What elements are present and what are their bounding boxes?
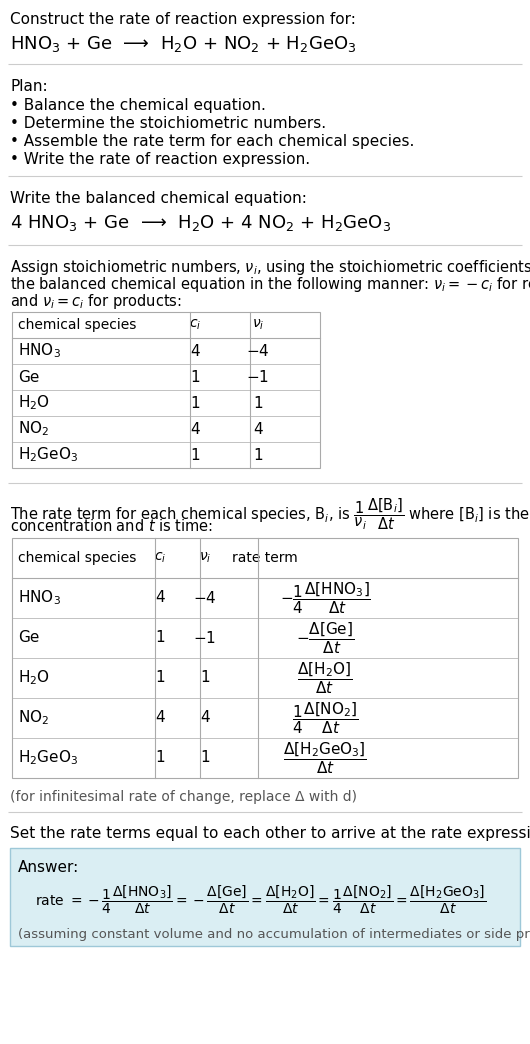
Text: 1: 1 — [155, 631, 165, 645]
Text: $\mathrm{NO_2}$: $\mathrm{NO_2}$ — [18, 709, 49, 728]
Text: Write the balanced chemical equation:: Write the balanced chemical equation: — [10, 191, 307, 206]
Text: 1: 1 — [155, 751, 165, 765]
Text: 1: 1 — [253, 396, 263, 410]
Text: rate $= -\dfrac{1}{4}\dfrac{\Delta[\mathrm{HNO_3}]}{\Delta t}= -\dfrac{\Delta[\m: rate $= -\dfrac{1}{4}\dfrac{\Delta[\math… — [35, 884, 487, 917]
Text: $\dfrac{1}{4}\dfrac{\Delta[\mathrm{NO_2}]}{\Delta t}$: $\dfrac{1}{4}\dfrac{\Delta[\mathrm{NO_2}… — [292, 701, 358, 736]
Text: 4: 4 — [190, 422, 200, 436]
Bar — [12, 312, 320, 468]
Text: $-4$: $-4$ — [246, 343, 270, 359]
Text: $\mathrm{NO_2}$: $\mathrm{NO_2}$ — [18, 420, 49, 438]
Text: and $\nu_i = c_i$ for products:: and $\nu_i = c_i$ for products: — [10, 292, 182, 311]
Text: chemical species: chemical species — [18, 318, 136, 332]
Text: $\dfrac{\Delta[\mathrm{H_2O}]}{\Delta t}$: $\dfrac{\Delta[\mathrm{H_2O}]}{\Delta t}… — [297, 660, 352, 696]
Text: • Balance the chemical equation.: • Balance the chemical equation. — [10, 98, 266, 113]
Text: $\mathrm{HNO_3}$ + Ge  ⟶  $\mathrm{H_2O}$ + $\mathrm{NO_2}$ + $\mathrm{H_2GeO_3}: $\mathrm{HNO_3}$ + Ge ⟶ $\mathrm{H_2O}$ … — [10, 34, 356, 54]
Text: 1: 1 — [253, 448, 263, 462]
Text: • Assemble the rate term for each chemical species.: • Assemble the rate term for each chemic… — [10, 134, 414, 149]
Text: 1: 1 — [190, 448, 200, 462]
Text: 4: 4 — [155, 711, 165, 726]
Text: 1: 1 — [155, 670, 165, 686]
Text: $4\ \mathrm{HNO_3}$ + Ge  ⟶  $\mathrm{H_2O}$ + $4\ \mathrm{NO_2}$ + $\mathrm{H_2: $4\ \mathrm{HNO_3}$ + Ge ⟶ $\mathrm{H_2O… — [10, 213, 391, 233]
Text: $\mathrm{HNO_3}$: $\mathrm{HNO_3}$ — [18, 341, 61, 360]
Text: Assign stoichiometric numbers, $\nu_i$, using the stoichiometric coefficients, $: Assign stoichiometric numbers, $\nu_i$, … — [10, 258, 530, 277]
Text: chemical species: chemical species — [18, 551, 136, 565]
Text: 4: 4 — [155, 591, 165, 606]
Text: Set the rate terms equal to each other to arrive at the rate expression:: Set the rate terms equal to each other t… — [10, 826, 530, 841]
Text: $\mathrm{H_2GeO_3}$: $\mathrm{H_2GeO_3}$ — [18, 446, 78, 465]
Text: $c_i$: $c_i$ — [154, 551, 166, 565]
Text: 1: 1 — [190, 396, 200, 410]
Text: $\mathrm{HNO_3}$: $\mathrm{HNO_3}$ — [18, 589, 61, 608]
Text: Construct the rate of reaction expression for:: Construct the rate of reaction expressio… — [10, 11, 356, 27]
Text: • Write the rate of reaction expression.: • Write the rate of reaction expression. — [10, 152, 310, 167]
Text: 1: 1 — [200, 751, 210, 765]
Text: $-4$: $-4$ — [193, 590, 217, 606]
Text: $-1$: $-1$ — [246, 369, 270, 385]
Text: $\nu_i$: $\nu_i$ — [252, 317, 264, 332]
Text: The rate term for each chemical species, B$_i$, is $\dfrac{1}{\nu_i}\dfrac{\Delt: The rate term for each chemical species,… — [10, 496, 530, 531]
Text: Plan:: Plan: — [10, 79, 48, 94]
Text: Ge: Ge — [18, 370, 39, 384]
Text: • Determine the stoichiometric numbers.: • Determine the stoichiometric numbers. — [10, 116, 326, 130]
Text: $\mathrm{H_2O}$: $\mathrm{H_2O}$ — [18, 394, 50, 412]
Text: 4: 4 — [200, 711, 210, 726]
Text: $\dfrac{\Delta[\mathrm{H_2GeO_3}]}{\Delta t}$: $\dfrac{\Delta[\mathrm{H_2GeO_3}]}{\Delt… — [283, 740, 367, 776]
Text: $\mathrm{H_2O}$: $\mathrm{H_2O}$ — [18, 668, 50, 687]
Text: 4: 4 — [253, 422, 263, 436]
Text: (assuming constant volume and no accumulation of intermediates or side products): (assuming constant volume and no accumul… — [18, 928, 530, 941]
Text: 1: 1 — [190, 370, 200, 384]
Text: (for infinitesimal rate of change, replace Δ with d): (for infinitesimal rate of change, repla… — [10, 790, 357, 804]
Bar — [12, 538, 518, 778]
Bar — [10, 848, 520, 946]
Text: concentration and $t$ is time:: concentration and $t$ is time: — [10, 518, 213, 533]
Text: $-\dfrac{1}{4}\dfrac{\Delta[\mathrm{HNO_3}]}{\Delta t}$: $-\dfrac{1}{4}\dfrac{\Delta[\mathrm{HNO_… — [279, 580, 370, 616]
Text: Ge: Ge — [18, 631, 39, 645]
Text: $\nu_i$: $\nu_i$ — [199, 551, 211, 565]
Text: the balanced chemical equation in the following manner: $\nu_i = -c_i$ for react: the balanced chemical equation in the fo… — [10, 275, 530, 294]
Text: $-1$: $-1$ — [193, 630, 217, 646]
Text: Answer:: Answer: — [18, 860, 80, 875]
Text: 4: 4 — [190, 343, 200, 358]
Text: rate term: rate term — [232, 551, 298, 565]
Text: 1: 1 — [200, 670, 210, 686]
Text: $c_i$: $c_i$ — [189, 317, 201, 332]
Text: $-\dfrac{\Delta[\mathrm{Ge}]}{\Delta t}$: $-\dfrac{\Delta[\mathrm{Ge}]}{\Delta t}$ — [296, 620, 354, 656]
Text: $\mathrm{H_2GeO_3}$: $\mathrm{H_2GeO_3}$ — [18, 749, 78, 767]
